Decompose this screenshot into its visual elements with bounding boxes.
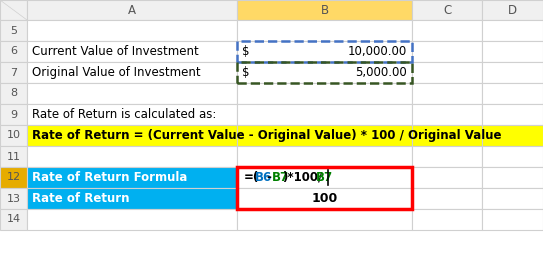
Bar <box>237 209 412 230</box>
Bar <box>412 41 482 62</box>
Text: 10: 10 <box>7 131 21 141</box>
Bar <box>412 20 482 41</box>
Bar <box>412 167 482 188</box>
Bar <box>412 104 482 125</box>
Text: 5,000.00: 5,000.00 <box>355 66 407 79</box>
Bar <box>482 20 543 41</box>
Bar <box>27 125 237 146</box>
Bar <box>0 83 27 104</box>
Bar <box>412 62 482 83</box>
Bar <box>237 167 412 209</box>
Text: 11: 11 <box>7 152 21 162</box>
Text: B: B <box>320 4 329 16</box>
Text: B6: B6 <box>255 171 272 184</box>
Bar <box>237 20 412 41</box>
Bar <box>27 104 237 125</box>
Text: D: D <box>508 4 517 16</box>
Bar <box>0 20 27 41</box>
Bar <box>482 104 543 125</box>
Bar <box>482 41 543 62</box>
Text: C: C <box>443 4 451 16</box>
Bar <box>412 0 482 20</box>
Bar <box>0 167 27 188</box>
Bar <box>27 188 237 209</box>
Bar <box>0 104 27 125</box>
Text: 13: 13 <box>7 194 21 204</box>
Bar <box>0 209 27 230</box>
Bar <box>27 83 237 104</box>
Bar <box>0 146 27 167</box>
Bar <box>237 83 412 104</box>
Text: $: $ <box>242 66 249 79</box>
Text: 8: 8 <box>10 89 17 99</box>
Bar <box>0 125 27 146</box>
Bar <box>482 167 543 188</box>
Text: 12: 12 <box>7 173 21 183</box>
Bar <box>237 41 412 62</box>
Bar <box>482 125 543 146</box>
Bar <box>237 0 412 20</box>
Bar <box>237 62 412 83</box>
Bar <box>482 188 543 209</box>
Bar <box>482 146 543 167</box>
Bar <box>27 209 237 230</box>
Bar <box>412 146 482 167</box>
Bar <box>237 125 412 146</box>
Bar <box>482 62 543 83</box>
Bar <box>482 209 543 230</box>
Text: Rate of Return: Rate of Return <box>32 192 129 205</box>
Text: $: $ <box>242 45 249 58</box>
Bar <box>237 167 412 188</box>
Bar <box>412 209 482 230</box>
Bar <box>0 0 27 20</box>
Bar <box>412 83 482 104</box>
Text: Rate of Return Formula: Rate of Return Formula <box>32 171 187 184</box>
Text: 6: 6 <box>10 47 17 57</box>
Bar <box>237 62 412 83</box>
Text: A: A <box>128 4 136 16</box>
Bar <box>27 0 237 20</box>
Bar <box>0 188 27 209</box>
Bar <box>482 83 543 104</box>
Bar <box>0 62 27 83</box>
Bar <box>0 41 27 62</box>
Text: 5: 5 <box>10 26 17 36</box>
Bar <box>27 167 237 188</box>
Text: 100: 100 <box>311 192 338 205</box>
Text: -: - <box>266 171 271 184</box>
Text: )*100/: )*100/ <box>282 171 323 184</box>
Text: =(: =( <box>244 171 259 184</box>
Bar <box>237 146 412 167</box>
Bar <box>27 146 237 167</box>
Bar <box>412 188 482 209</box>
Text: B7: B7 <box>315 171 333 184</box>
Bar <box>27 62 237 83</box>
Text: 9: 9 <box>10 110 17 120</box>
Bar <box>27 20 237 41</box>
Text: Original Value of Investment: Original Value of Investment <box>32 66 200 79</box>
Text: 7: 7 <box>10 68 17 78</box>
Text: Rate of Return = (Current Value - Original Value) * 100 / Original Value: Rate of Return = (Current Value - Origin… <box>32 129 502 142</box>
Bar <box>237 188 412 209</box>
Bar <box>27 41 237 62</box>
Text: B7: B7 <box>272 171 289 184</box>
Bar <box>412 125 482 146</box>
Text: Current Value of Investment: Current Value of Investment <box>32 45 199 58</box>
Bar <box>237 104 412 125</box>
Text: 10,000.00: 10,000.00 <box>348 45 407 58</box>
Bar <box>237 41 412 62</box>
Text: 14: 14 <box>7 215 21 225</box>
Text: Rate of Return is calculated as:: Rate of Return is calculated as: <box>32 108 216 121</box>
Bar <box>482 0 543 20</box>
